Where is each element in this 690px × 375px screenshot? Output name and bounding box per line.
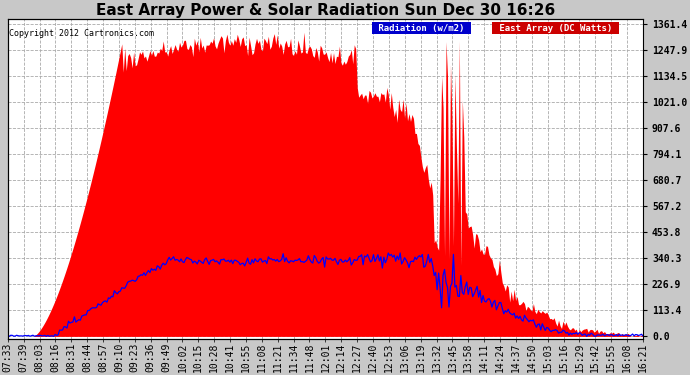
Text: East Array (DC Watts): East Array (DC Watts) (493, 24, 618, 33)
Text: Radiation (w/m2): Radiation (w/m2) (373, 24, 470, 33)
Text: Copyright 2012 Cartronics.com: Copyright 2012 Cartronics.com (9, 28, 154, 38)
Title: East Array Power & Solar Radiation Sun Dec 30 16:26: East Array Power & Solar Radiation Sun D… (96, 3, 555, 18)
